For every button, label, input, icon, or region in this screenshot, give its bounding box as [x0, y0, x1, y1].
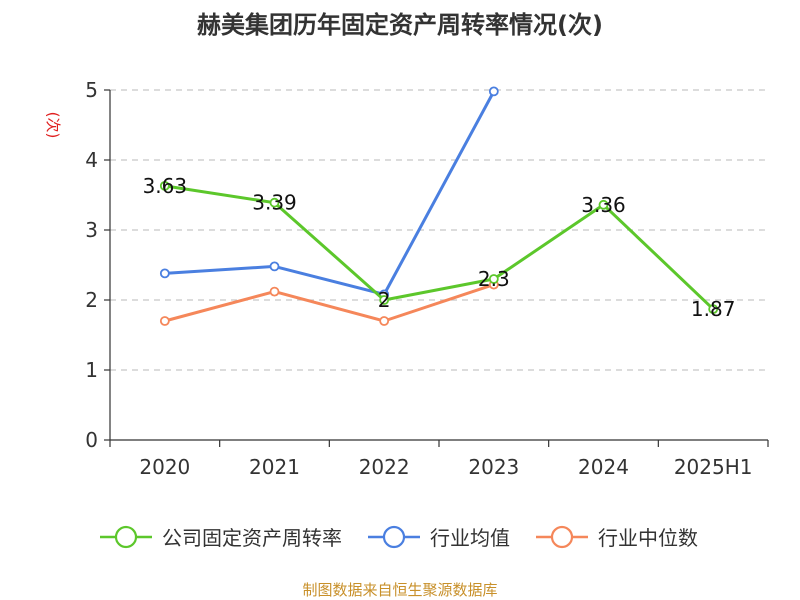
data-point[interactable] [598, 199, 609, 210]
data-point[interactable] [269, 197, 280, 208]
x-tick-label: 2025H1 [674, 455, 753, 479]
y-tick-label: 0 [85, 428, 98, 452]
x-tick-label: 2024 [578, 455, 629, 479]
x-tick-label: 2021 [249, 455, 300, 479]
y-tick-label: 4 [85, 148, 98, 172]
series-line-2 [164, 283, 495, 323]
y-tick-label: 3 [85, 218, 98, 242]
data-label: 2.3 [478, 267, 510, 291]
data-point[interactable] [379, 295, 390, 305]
x-tick-label: 2022 [359, 455, 410, 479]
data-label: 3.39 [252, 191, 297, 215]
legend-marker[interactable] [550, 525, 574, 549]
source-note: 制图数据来自恒生聚源数据库 [302, 581, 497, 599]
legend-label[interactable]: 行业中位数 [598, 526, 698, 550]
data-point[interactable] [708, 304, 719, 315]
y-axis-label: (次) [44, 112, 62, 139]
data-point[interactable] [488, 86, 499, 97]
data-point[interactable] [159, 316, 170, 326]
y-tick-label: 5 [85, 78, 98, 102]
legend-marker[interactable] [382, 525, 406, 549]
series-line-0 [164, 184, 715, 311]
data-point[interactable] [159, 180, 170, 191]
legend-marker[interactable] [114, 525, 138, 549]
data-label: 1.87 [691, 297, 736, 321]
data-label: 3.63 [143, 174, 188, 198]
data-point[interactable] [269, 261, 280, 272]
data-point[interactable] [488, 274, 499, 284]
series-line-1 [164, 90, 496, 296]
chart-title: 赫美集团历年固定资产周转率情况(次) [197, 11, 603, 39]
data-label: 2 [378, 288, 391, 312]
x-tick-label: 2023 [468, 455, 519, 479]
legend-label[interactable]: 行业均值 [430, 526, 510, 550]
data-point[interactable] [159, 268, 170, 279]
data-point[interactable] [379, 316, 390, 326]
y-tick-label: 1 [85, 358, 98, 382]
y-tick-label: 2 [85, 288, 98, 312]
legend-label[interactable]: 公司固定资产周转率 [162, 526, 342, 550]
data-label: 3.36 [581, 193, 626, 217]
data-point[interactable] [269, 286, 280, 297]
x-tick-label: 2020 [139, 455, 190, 479]
